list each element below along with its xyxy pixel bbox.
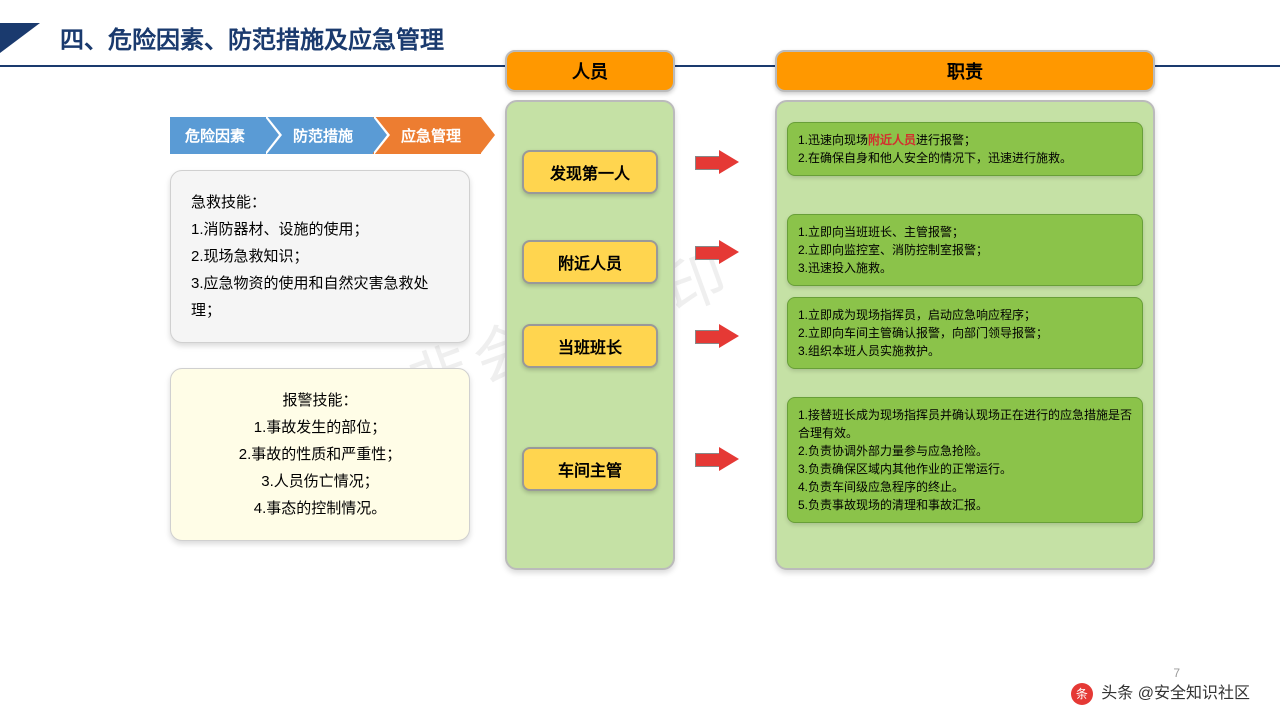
arrow-icon	[695, 447, 740, 471]
skill-box-rescue: 急救技能： 1.消防器材、设施的使用； 2.现场急救知识； 3.应急物资的使用和…	[170, 170, 470, 343]
footer-text: 头条 @安全知识社区	[1101, 685, 1250, 702]
duties-box: 1.迅速向现场附近人员进行报警；2.在确保自身和他人安全的情况下，迅速进行施救。…	[775, 100, 1155, 570]
arrow-icon	[695, 150, 740, 174]
role-shift-leader: 当班班长	[522, 324, 658, 368]
skill-line: 2.事故的性质和严重性；	[191, 441, 449, 468]
duty-nearby: 1.立即向当班班长、主管报警；2.立即向监控室、消防控制室报警；3.迅速投入施救…	[787, 214, 1143, 286]
skill-line: 3.应急物资的使用和自然灾害急救处理；	[191, 270, 449, 324]
personnel-header: 人员	[505, 50, 675, 92]
arrow-icon	[695, 324, 740, 348]
arrow-icon	[695, 240, 740, 264]
duty-shift-leader: 1.立即成为现场指挥员，启动应急响应程序；2.立即向车间主管确认报警，向部门领导…	[787, 297, 1143, 369]
role-nearby: 附近人员	[522, 240, 658, 284]
skill-heading: 报警技能：	[191, 387, 449, 414]
skill-line: 1.消防器材、设施的使用；	[191, 216, 449, 243]
footer-icon	[1071, 683, 1093, 705]
duty-first-person: 1.迅速向现场附近人员进行报警；2.在确保自身和他人安全的情况下，迅速进行施救。	[787, 122, 1143, 176]
personnel-box: 发现第一人 附近人员 当班班长 车间主管	[505, 100, 675, 570]
skill-box-alarm: 报警技能： 1.事故发生的部位； 2.事故的性质和严重性； 3.人员伤亡情况； …	[170, 368, 470, 541]
role-first-person: 发现第一人	[522, 150, 658, 194]
skill-line: 4.事态的控制情况。	[191, 495, 449, 522]
duty-supervisor: 1.接替班长成为现场指挥员并确认现场正在进行的应急措施是否合理有效。2.负责协调…	[787, 397, 1143, 523]
skill-line: 1.事故发生的部位；	[191, 414, 449, 441]
skill-line: 3.人员伤亡情况；	[191, 468, 449, 495]
skill-heading: 急救技能：	[191, 189, 449, 216]
header-triangle	[0, 23, 40, 53]
page-number: 7	[1173, 666, 1180, 680]
footer-attribution: 头条 @安全知识社区	[1071, 679, 1250, 705]
skill-line: 2.现场急救知识；	[191, 243, 449, 270]
role-supervisor: 车间主管	[522, 447, 658, 491]
duties-header: 职责	[775, 50, 1155, 92]
